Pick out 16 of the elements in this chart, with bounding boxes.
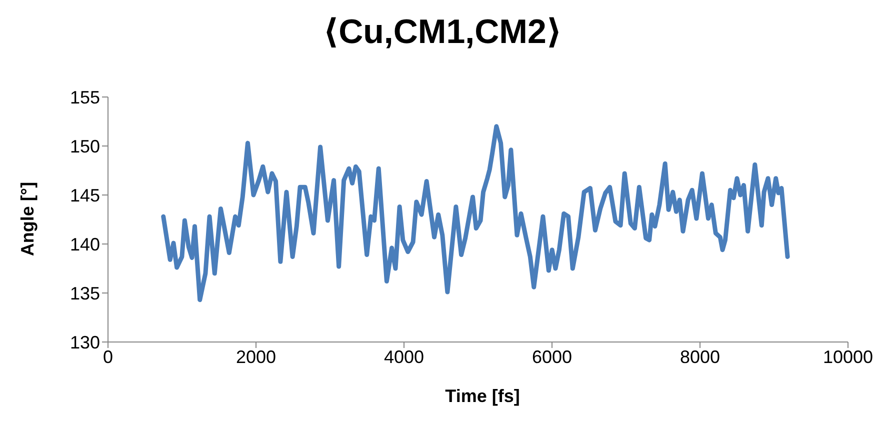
- x-tick-label: 10000: [822, 346, 874, 367]
- x-tick-label: 8000: [680, 346, 720, 367]
- line-series: [161, 124, 790, 302]
- y-tick-label: 150: [70, 136, 100, 156]
- y-tick-label: 130: [70, 332, 100, 352]
- y-tick-label: 145: [70, 185, 100, 206]
- x-tick-label: 2000: [236, 346, 276, 367]
- x-axis-title: Time [fs]: [444, 386, 521, 407]
- y-tick-label: 140: [70, 234, 100, 254]
- y-tick-label: 135: [70, 283, 100, 304]
- x-tick-label: 6000: [532, 346, 572, 367]
- chart-title: ⟨Cu,CM1,CM2⟩: [322, 12, 563, 52]
- x-tick-label: 0: [102, 346, 114, 367]
- y-tick-label: 155: [70, 87, 100, 108]
- y-axis-title: Angle [°]: [18, 182, 38, 256]
- x-tick-label: 4000: [384, 346, 424, 367]
